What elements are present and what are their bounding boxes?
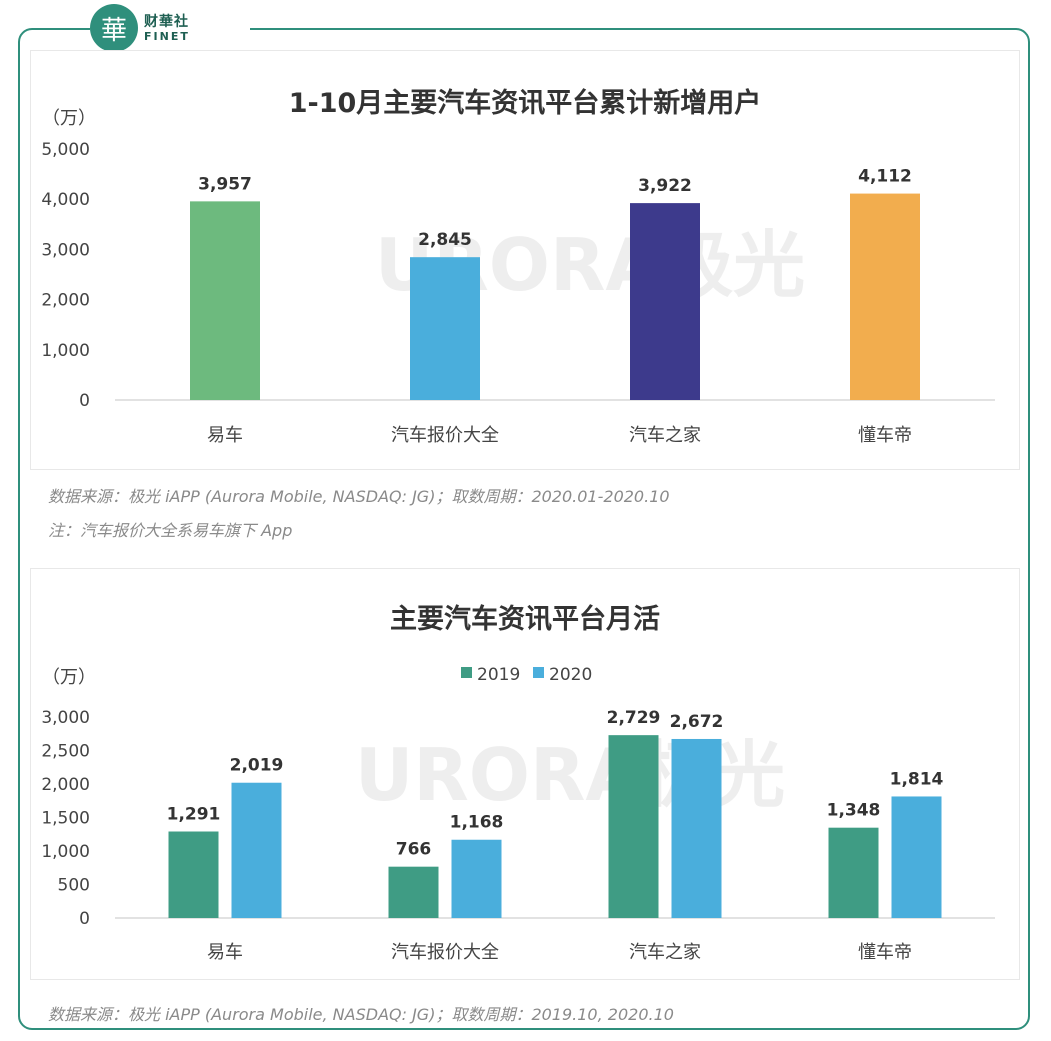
- chart2-source-note: 数据来源：极光 iAPP (Aurora Mobile, NASDAQ: JG)…: [48, 1005, 674, 1024]
- chart1-source-note: 数据来源：极光 iAPP (Aurora Mobile, NASDAQ: JG)…: [48, 487, 670, 506]
- chart2-bar: [231, 782, 282, 918]
- brand-logo: 華 财華社 FINET: [90, 4, 250, 52]
- chart2-y-tick-label: 0: [79, 909, 90, 929]
- chart2-data-label: 1,814: [890, 769, 944, 789]
- chart2-data-label: 1,348: [827, 801, 881, 821]
- chart2-x-tick-label: 汽车之家: [629, 942, 701, 963]
- chart2-y-tick-label: 2,500: [41, 742, 90, 762]
- chart1-x-tick-label: 汽车之家: [629, 425, 701, 446]
- chart2-x-tick-label: 懂车帝: [858, 942, 912, 963]
- chart2-data-label: 2,019: [230, 756, 284, 776]
- chart1-bar: [630, 203, 700, 400]
- chart1-plot: URORA极光（万）01,0002,0003,0004,0005,0003,95…: [41, 108, 995, 446]
- chart1-y-tick-label: 5,000: [41, 140, 90, 160]
- chart2-legend-swatch: [533, 667, 544, 678]
- chart2-title: 主要汽车资讯平台月活: [390, 604, 660, 635]
- chart2-bar: [608, 735, 659, 918]
- chart1-y-tick-label: 3,000: [41, 240, 90, 260]
- chart1-data-label: 3,922: [638, 176, 692, 196]
- chart2-legend-swatch: [461, 667, 472, 678]
- chart1-x-tick-label: 易车: [207, 425, 243, 446]
- chart2-data-label: 1,291: [167, 805, 221, 825]
- chart2-data-label: 1,168: [450, 813, 504, 833]
- chart2-bar: [388, 866, 439, 918]
- chart2-x-tick-label: 汽车报价大全: [391, 942, 499, 963]
- chart1-y-axis-label: （万）: [42, 108, 96, 129]
- chart1-data-label: 4,112: [858, 167, 912, 187]
- chart1-x-tick-label: 汽车报价大全: [391, 425, 499, 446]
- chart2-data-label: 2,672: [670, 712, 724, 732]
- chart2-y-tick-label: 1,500: [41, 809, 90, 829]
- chart2-x-tick-label: 易车: [207, 942, 243, 963]
- chart1-bar: [190, 201, 260, 400]
- chart2-legend-label: 2020: [549, 665, 592, 685]
- chart2-bar: [671, 738, 722, 918]
- chart1-y-tick-label: 4,000: [41, 190, 90, 210]
- chart2-y-tick-label: 1,000: [41, 842, 90, 862]
- brand-name-en: FINET: [144, 29, 190, 43]
- chart2-plot: URORA极光（万） 2019 202005001,0001,5002,0002,5…: [41, 665, 995, 963]
- chart1-bar: [410, 257, 480, 400]
- chart1-title: 1-10月主要汽车资讯平台累计新增用户: [288, 88, 762, 119]
- chart2-bar: [828, 827, 879, 918]
- chart2-bar: [891, 796, 942, 918]
- chart2-bar: [168, 831, 219, 918]
- chart2-y-tick-label: 2,000: [41, 775, 90, 795]
- chart2-legend-label: 2019: [477, 665, 520, 685]
- chart2-y-tick-label: 500: [58, 876, 90, 896]
- chart2-y-tick-label: 3,000: [41, 708, 90, 728]
- chart1-y-tick-label: 0: [79, 391, 90, 411]
- chart2-data-label: 766: [396, 840, 432, 860]
- chart1-bar: [850, 193, 920, 400]
- outer-frame: [18, 28, 1030, 1030]
- chart1-x-tick-label: 懂车帝: [858, 425, 912, 446]
- chart2-bar: [451, 839, 502, 918]
- chart1-y-tick-label: 1,000: [41, 341, 90, 361]
- seal-icon: 華: [90, 4, 138, 52]
- chart1-footnote: 注：汽车报价大全系易车旗下 App: [48, 521, 293, 540]
- chart1-y-tick-label: 2,000: [41, 291, 90, 311]
- brand-name-cn: 财華社: [144, 13, 189, 30]
- chart2-y-axis-label: （万）: [42, 667, 96, 688]
- chart2-data-label: 2,729: [607, 708, 661, 728]
- chart1-data-label: 3,957: [198, 174, 252, 194]
- chart1-data-label: 2,845: [418, 230, 472, 250]
